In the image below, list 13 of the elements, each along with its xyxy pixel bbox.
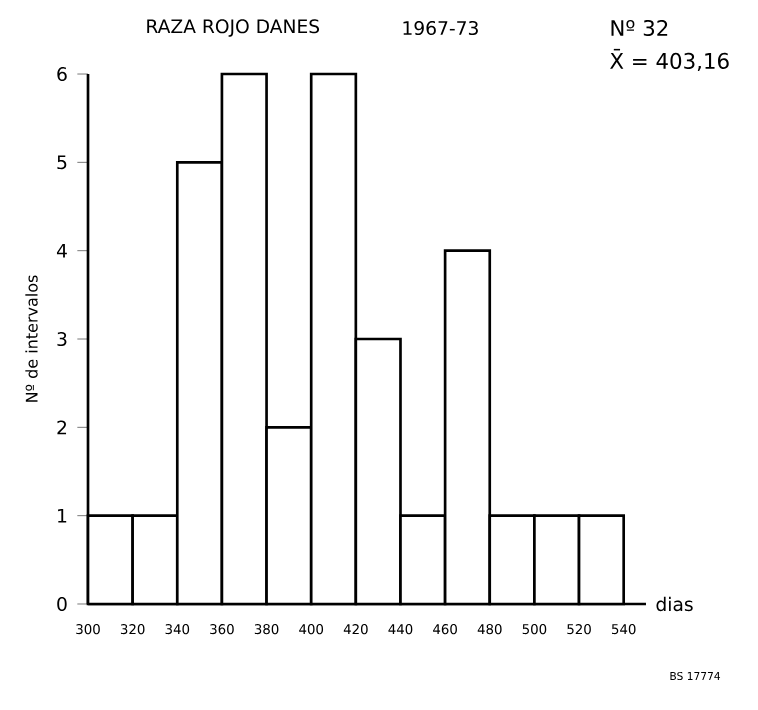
y-axis-title: Nº de intervalos	[25, 275, 38, 402]
y-tick-label: 2	[57, 420, 67, 435]
y-tick-label: 1	[58, 508, 67, 523]
y-tick-label: 5	[57, 155, 67, 170]
text: X̄ = 403,16	[610, 48, 729, 72]
x-axis-title: dias	[656, 596, 693, 612]
y-tick-label: 6	[57, 66, 67, 82]
chart-subtitle: 1967-73	[403, 20, 478, 36]
chart-title: RAZA ROJO DANES	[147, 19, 320, 37]
y-tick-label: 0	[57, 596, 67, 612]
y-tick-label: 3	[57, 331, 67, 347]
text: Nº 32	[611, 19, 668, 37]
y-tick-label: 4	[56, 243, 67, 258]
